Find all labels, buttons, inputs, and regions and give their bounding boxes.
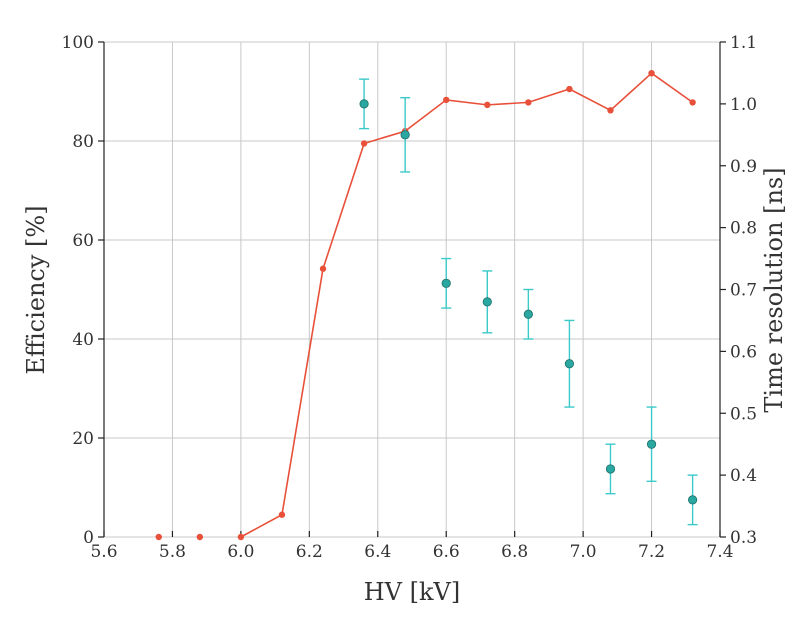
y-tick-label: 100 <box>62 33 94 53</box>
efficiency-point <box>155 533 162 541</box>
y2-axis-title: Time resolution [ns] <box>760 167 788 412</box>
axes <box>103 42 721 537</box>
efficiency-point <box>648 69 655 77</box>
x-tick-label: 6.8 <box>501 542 528 562</box>
x-tick-label: 7.0 <box>570 542 597 562</box>
y2-tick-label: 0.8 <box>730 219 757 239</box>
y-tick-label: 20 <box>72 429 94 449</box>
efficiency-point <box>278 511 286 518</box>
efficiency-point <box>484 101 491 109</box>
efficiency-point <box>237 533 245 541</box>
y-axis-title: Efficiency [%] <box>22 205 50 374</box>
efficiency-point <box>443 96 450 104</box>
y2-tick-label: 0.3 <box>730 528 757 548</box>
efficiency-point <box>319 265 327 272</box>
y2-tick-label: 0.4 <box>730 466 757 486</box>
y-tick-label: 0 <box>83 528 94 548</box>
y2-tick-label: 0.7 <box>730 281 757 301</box>
time-resolution-point <box>482 297 492 307</box>
time-resolution-point <box>688 495 698 505</box>
x-tick-label: 5.8 <box>159 542 186 562</box>
efficiency-point <box>689 99 696 106</box>
x-tick-label: 5.6 <box>90 542 117 562</box>
x-axis-title: HV [kV] <box>364 578 461 606</box>
x-tick-label: 6.0 <box>227 542 254 562</box>
plot-area <box>155 69 698 541</box>
time-resolution-point <box>359 99 369 109</box>
y2-tick-label: 1.1 <box>730 33 757 53</box>
efficiency-point <box>525 99 532 106</box>
ticks: 5.6 5.8 6.0 6.2 6.4 6.6 6.8 7.0 7.2 7.4 0 20 40 60 80 1… <box>62 33 758 562</box>
y2-tick-label: 0.5 <box>730 404 757 424</box>
x-tick-label: 6.4 <box>364 542 391 562</box>
efficiency-point <box>607 107 614 114</box>
time-resolution-point <box>523 309 533 319</box>
y-tick-label: 80 <box>72 132 94 152</box>
efficiency-line <box>240 72 694 538</box>
x-tick-label: 7.4 <box>706 542 733 562</box>
efficiency-point <box>566 85 573 93</box>
grid <box>103 41 721 538</box>
efficiency-point <box>196 533 204 541</box>
y2-tick-label: 1.0 <box>730 95 757 115</box>
y-tick-label: 40 <box>72 330 94 350</box>
y2-tick-label: 0.6 <box>730 342 757 362</box>
time-resolution-point <box>646 439 657 449</box>
time-resolution-point <box>605 464 616 474</box>
x-tick-label: 6.6 <box>433 542 460 562</box>
time-resolution-point <box>441 278 451 288</box>
time-resolution-point <box>564 359 575 369</box>
time-resolution-point <box>400 130 410 140</box>
x-tick-label: 7.2 <box>638 542 665 562</box>
y-tick-label: 60 <box>72 231 94 251</box>
x-tick-label: 6.2 <box>296 542 323 562</box>
y2-tick-label: 0.9 <box>730 157 757 177</box>
efficiency-point <box>360 140 368 147</box>
